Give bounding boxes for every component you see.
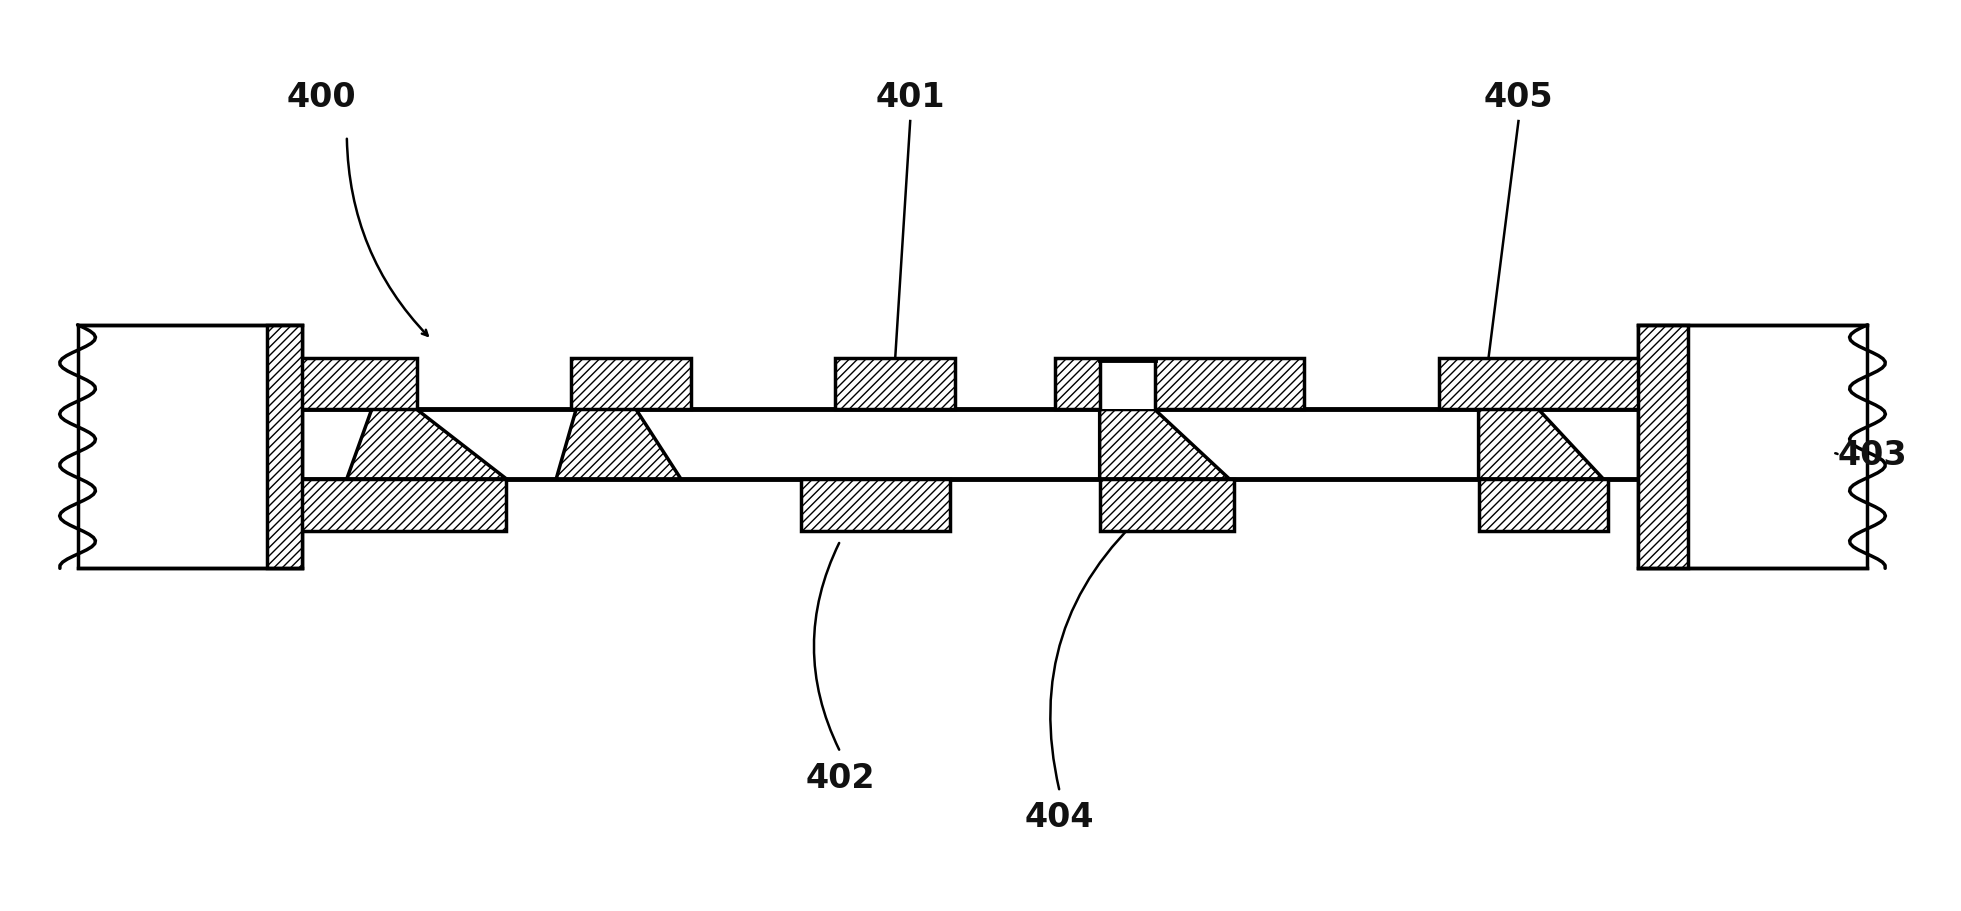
Bar: [1479, 479, 1608, 531]
Bar: [1100, 360, 1155, 410]
Text: 404: 404: [1026, 801, 1094, 834]
Text: 405: 405: [1484, 80, 1553, 114]
Text: 403: 403: [1837, 438, 1908, 471]
Polygon shape: [347, 410, 506, 479]
Bar: [231, 410, 1728, 479]
Bar: [571, 358, 690, 410]
Bar: [1637, 325, 1688, 568]
Bar: [296, 479, 506, 531]
Bar: [78, 325, 302, 568]
Polygon shape: [1100, 410, 1230, 479]
Bar: [800, 479, 949, 531]
Text: 400: 400: [286, 80, 357, 114]
Bar: [296, 358, 416, 410]
Bar: [1439, 358, 1669, 410]
Text: 402: 402: [806, 761, 875, 793]
Bar: [1055, 358, 1304, 410]
Bar: [1637, 325, 1867, 568]
Bar: [835, 358, 955, 410]
Bar: [1100, 479, 1233, 531]
Polygon shape: [1479, 410, 1604, 479]
Polygon shape: [557, 410, 680, 479]
Bar: [267, 325, 302, 568]
Text: 401: 401: [875, 80, 945, 114]
